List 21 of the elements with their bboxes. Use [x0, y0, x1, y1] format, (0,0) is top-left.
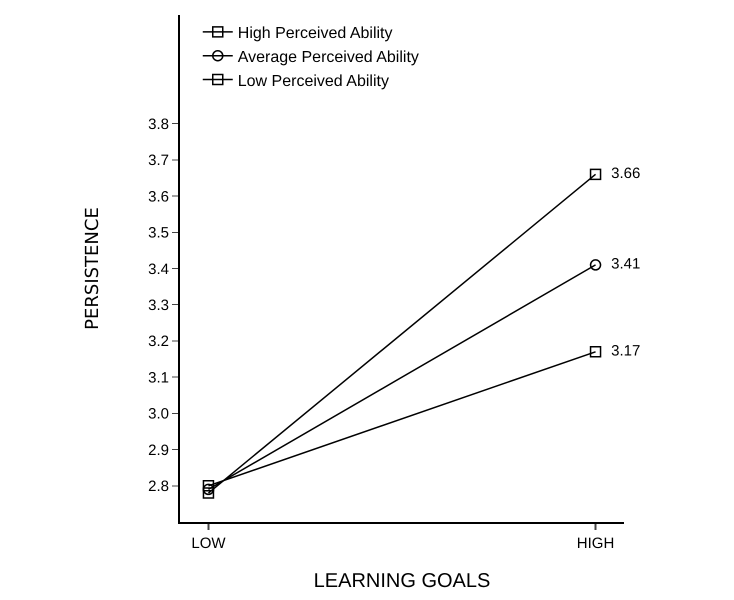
x-tick-label: HIGH	[576, 535, 614, 552]
data-label: 3.17	[602, 342, 640, 360]
y-tick-label: 3.6	[148, 188, 169, 206]
y-tick-label: 3.1	[148, 369, 169, 386]
legend-label: Low Perceived Ability	[238, 72, 389, 90]
y-tick-label: 2.8	[148, 478, 169, 496]
legend-label: High Perceived Ability	[238, 25, 393, 42]
legend-label: Average Perceived Ability	[238, 48, 419, 66]
x-axis-title: LEARNING GOALS	[314, 570, 490, 592]
y-tick-label: 3.5	[148, 224, 169, 242]
y-axis-title: PERSISTENCE	[82, 207, 103, 330]
y-tick-label: 3.7	[148, 152, 169, 170]
data-label: 3.41	[602, 256, 640, 273]
data-label: 3.66	[602, 165, 640, 182]
y-tick-label: 3.0	[148, 406, 169, 423]
y-tick-label: 3.2	[148, 333, 169, 350]
y-tick-label: 3.4	[148, 260, 169, 278]
x-tick-label: LOW	[191, 535, 226, 552]
y-tick-label: 3.3	[148, 296, 169, 314]
y-tick-label: 3.8	[148, 116, 169, 133]
y-tick-label: 2.9	[148, 442, 169, 459]
